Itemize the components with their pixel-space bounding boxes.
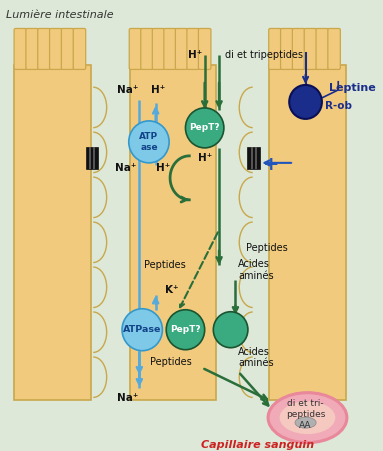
- Text: H⁺: H⁺: [188, 50, 202, 60]
- Circle shape: [289, 85, 322, 119]
- FancyBboxPatch shape: [198, 28, 211, 69]
- FancyBboxPatch shape: [129, 28, 142, 69]
- Text: Leptine: Leptine: [329, 83, 375, 93]
- Text: Peptides: Peptides: [246, 243, 288, 253]
- FancyBboxPatch shape: [15, 65, 91, 400]
- FancyBboxPatch shape: [304, 28, 317, 69]
- Text: PepT?: PepT?: [170, 325, 201, 334]
- FancyBboxPatch shape: [61, 28, 74, 69]
- Text: Na⁺: Na⁺: [117, 85, 139, 95]
- FancyBboxPatch shape: [175, 28, 188, 69]
- Text: K⁺: K⁺: [165, 285, 179, 295]
- Bar: [93, 147, 95, 169]
- Text: di et tripeptides: di et tripeptides: [225, 50, 303, 60]
- Text: PepT?: PepT?: [189, 124, 220, 133]
- Bar: [89, 147, 91, 169]
- Ellipse shape: [268, 393, 347, 442]
- Text: Capillaire sanguin: Capillaire sanguin: [201, 440, 314, 450]
- Circle shape: [166, 310, 205, 350]
- Bar: [247, 147, 260, 169]
- FancyBboxPatch shape: [292, 28, 305, 69]
- Text: Na⁺: Na⁺: [117, 393, 139, 403]
- Text: Acides
aminés: Acides aminés: [238, 347, 274, 368]
- Ellipse shape: [280, 401, 336, 434]
- Text: H⁺: H⁺: [156, 163, 170, 173]
- FancyBboxPatch shape: [130, 65, 216, 400]
- Text: H⁺: H⁺: [198, 153, 212, 163]
- Ellipse shape: [295, 417, 316, 428]
- Text: Peptides: Peptides: [144, 260, 185, 270]
- FancyBboxPatch shape: [164, 28, 176, 69]
- Text: di et tri-
peptides
AA: di et tri- peptides AA: [286, 399, 325, 430]
- FancyBboxPatch shape: [141, 28, 153, 69]
- FancyBboxPatch shape: [49, 28, 62, 69]
- Text: +: +: [263, 155, 279, 175]
- Text: H⁺: H⁺: [151, 85, 166, 95]
- FancyBboxPatch shape: [152, 28, 165, 69]
- Text: Lumière intestinale: Lumière intestinale: [6, 10, 113, 20]
- Bar: [251, 147, 253, 169]
- Text: Peptides: Peptides: [150, 357, 192, 367]
- Text: ATP
ase: ATP ase: [139, 132, 159, 152]
- FancyBboxPatch shape: [269, 65, 346, 400]
- Circle shape: [129, 121, 169, 163]
- FancyBboxPatch shape: [26, 28, 38, 69]
- FancyBboxPatch shape: [187, 28, 200, 69]
- Circle shape: [122, 309, 162, 351]
- Text: Na⁺: Na⁺: [115, 163, 137, 173]
- FancyBboxPatch shape: [269, 28, 281, 69]
- FancyBboxPatch shape: [316, 28, 329, 69]
- Circle shape: [213, 312, 248, 348]
- Text: ATPase: ATPase: [123, 325, 161, 334]
- Text: Acides
aminés: Acides aminés: [238, 259, 274, 281]
- Text: R-ob: R-ob: [325, 101, 352, 111]
- Circle shape: [185, 108, 224, 148]
- Bar: [255, 147, 257, 169]
- Bar: [86, 147, 98, 169]
- FancyBboxPatch shape: [73, 28, 86, 69]
- FancyBboxPatch shape: [328, 28, 340, 69]
- FancyBboxPatch shape: [280, 28, 293, 69]
- FancyBboxPatch shape: [14, 28, 26, 69]
- FancyBboxPatch shape: [38, 28, 50, 69]
